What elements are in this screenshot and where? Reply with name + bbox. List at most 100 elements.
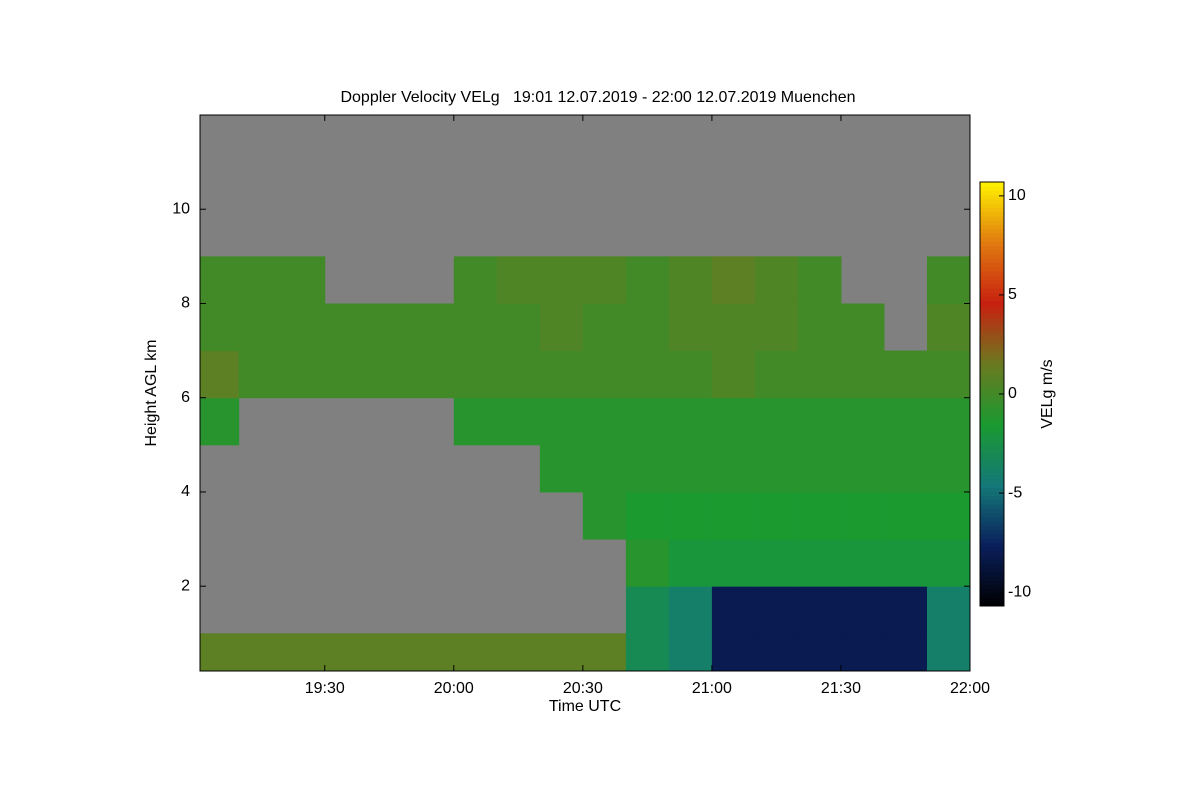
heatmap-cell: [496, 350, 541, 399]
heatmap-cell: [453, 303, 498, 352]
heatmap-cell: [797, 444, 842, 493]
heatmap-cell: [926, 397, 971, 446]
heatmap-cell: [367, 350, 412, 399]
heatmap-cell: [367, 633, 412, 672]
heatmap-cell: [200, 397, 240, 446]
heatmap-cell: [668, 350, 713, 399]
heatmap-cell: [797, 350, 842, 399]
heatmap-cell: [754, 397, 799, 446]
heatmap-cell: [539, 397, 584, 446]
heatmap-cell: [582, 444, 627, 493]
heatmap-cell: [668, 539, 713, 587]
heatmap-cell: [668, 303, 713, 352]
colorbar-segment: [980, 478, 1004, 484]
heatmap-cell: [625, 444, 670, 493]
heatmap-cell: [200, 303, 240, 352]
heatmap-cell: [883, 397, 928, 446]
colorbar-segment: [980, 559, 1004, 565]
colorbar-segment: [980, 491, 1004, 497]
heatmap-cell: [582, 350, 627, 399]
colorbar-segment: [980, 516, 1004, 522]
heatmap-cell: [926, 539, 971, 587]
colorbar-segment: [980, 207, 1004, 213]
y-tick-label: 10: [172, 200, 190, 217]
colorbar-segment: [980, 410, 1004, 416]
colorbar-segment: [980, 525, 1004, 531]
heatmap-cell: [711, 633, 756, 672]
colorbar-segment: [980, 237, 1004, 242]
heatmap-cell: [711, 586, 756, 634]
colorbar-segment: [980, 470, 1004, 476]
heatmap-cell: [625, 397, 670, 446]
heatmap-cell: [840, 586, 885, 634]
colorbar-segment: [980, 512, 1004, 518]
colorbar-segment: [980, 198, 1004, 204]
heatmap-cell: [539, 633, 584, 672]
colorbar-segment: [980, 360, 1004, 365]
colorbar-segment: [980, 546, 1004, 552]
y-tick-label: 8: [181, 295, 190, 312]
heatmap-cell: [625, 586, 670, 634]
heatmap-cell: [883, 633, 928, 672]
heatmap-cell: [926, 350, 971, 399]
heatmap-cell: [200, 350, 240, 399]
colorbar-segment: [980, 406, 1004, 412]
colorbar-segment: [980, 372, 1004, 378]
x-tick-label: 20:00: [434, 680, 474, 697]
y-tick-label: 4: [181, 483, 190, 500]
colorbar-segment: [980, 211, 1004, 217]
x-tick-label: 21:00: [692, 680, 732, 697]
heatmap-cell: [711, 444, 756, 493]
colorbar-segment: [980, 368, 1004, 374]
colorbar-segment: [980, 266, 1004, 272]
colorbar-segment: [980, 317, 1004, 323]
colorbar-segment: [980, 275, 1004, 281]
colorbar-segment: [980, 394, 1004, 399]
colorbar-segment: [980, 309, 1004, 314]
colorbar-segment: [980, 495, 1004, 501]
colorbar-segment: [980, 584, 1004, 590]
colorbar-segment: [980, 271, 1004, 276]
heatmap-cell: [238, 633, 283, 672]
heatmap-cell: [668, 444, 713, 493]
heatmap-cell: [453, 397, 498, 446]
heatmap-cell: [797, 256, 842, 304]
colorbar-segment: [980, 597, 1004, 603]
heatmap-cell: [539, 256, 584, 304]
colorbar-segment: [980, 453, 1004, 459]
heatmap-cell: [754, 633, 799, 672]
heatmap-cell: [926, 303, 971, 352]
colorbar-segment: [980, 572, 1004, 577]
heatmap-cell: [668, 256, 713, 304]
colorbar-segment: [980, 423, 1004, 429]
colorbar-segment: [980, 203, 1004, 208]
colorbar-segment: [980, 474, 1004, 480]
heatmap-cell: [668, 397, 713, 446]
colorbar-segment: [980, 338, 1004, 344]
heatmap-cell: [711, 303, 756, 352]
colorbar-segment: [980, 563, 1004, 569]
heatmap-cell: [539, 303, 584, 352]
heatmap-cell: [883, 444, 928, 493]
heatmap-cell: [711, 397, 756, 446]
colorbar-segment: [980, 249, 1004, 255]
colorbar-segment: [980, 304, 1004, 310]
heatmap-cell: [496, 397, 541, 446]
colorbar-label: VELg m/s: [1039, 359, 1056, 428]
colorbar-segment: [980, 466, 1004, 471]
colorbar-segment: [980, 398, 1004, 403]
colorbar-segment: [980, 440, 1004, 446]
colorbar-segment: [980, 296, 1004, 302]
colorbar-segment: [980, 190, 1004, 196]
heatmap-cell: [797, 397, 842, 446]
heatmap-cell: [797, 491, 842, 540]
heatmap-cell: [324, 303, 369, 352]
colorbar-segment: [980, 279, 1004, 285]
heatmap-cell: [926, 633, 971, 672]
colorbar-segment: [980, 182, 1004, 187]
heatmap-cell: [754, 586, 799, 634]
heatmap-cell: [668, 586, 713, 634]
heatmap-cell: [582, 633, 627, 672]
heatmap-cell: [625, 256, 670, 304]
heatmap-cell: [625, 303, 670, 352]
